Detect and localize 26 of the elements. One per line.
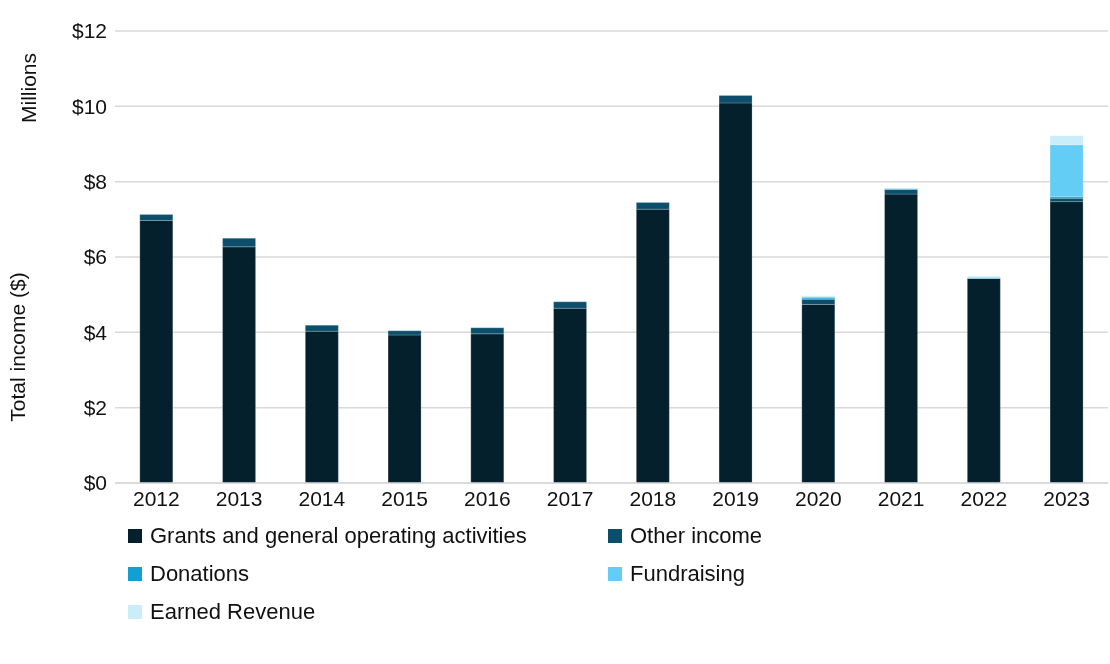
x-tick-label: 2020 [795,486,842,510]
x-tick-label: 2018 [629,486,677,510]
x-tick-label: 2012 [133,486,180,510]
y-tick-label: $4 [83,320,108,344]
legend-label: Grants and general operating activities [150,523,527,549]
x-tick-label: 2016 [464,486,511,510]
x-tick-label: 2021 [877,486,925,510]
y-tick-label: $8 [83,170,107,194]
legend-label: Other income [630,523,763,549]
x-tick-label: 2019 [712,486,759,510]
x-tick-label: 2015 [381,486,428,510]
y-axis-title: Total income ($) [6,272,30,422]
y-tick-label: $10 [71,94,107,118]
x-tick-label: 2023 [1043,486,1090,510]
x-tick-label: 2017 [546,486,594,510]
legend-label: Fundraising [630,561,745,587]
legend-label: Donations [150,561,250,587]
y-tick-label: $6 [83,245,107,269]
text: Millions [17,52,41,124]
x-tick-label: 2022 [960,486,1008,510]
y-tick-label: $12 [71,19,107,43]
y-tick-label: $0 [83,471,107,495]
y-tick-label: $2 [83,396,107,420]
x-tick-label: 2014 [298,486,346,510]
x-tick-label: 2013 [215,486,263,510]
legend-label: Earned Revenue [150,599,316,625]
